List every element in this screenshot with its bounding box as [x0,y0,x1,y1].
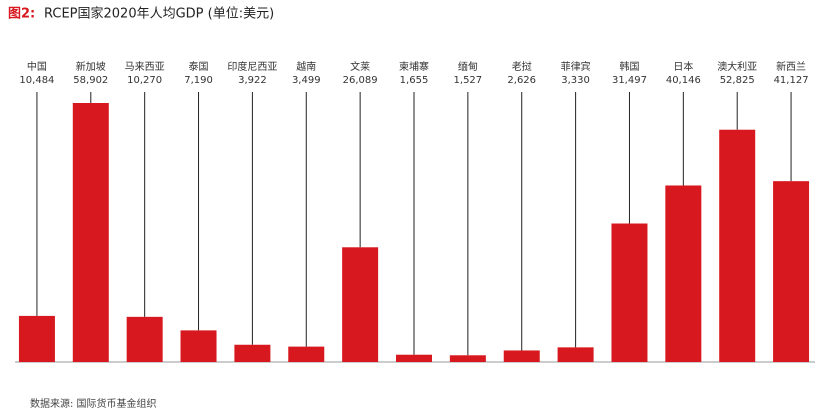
bar [611,223,648,362]
value-label: 31,497 [612,75,647,86]
bar [396,354,432,362]
value-label: 3,922 [238,75,267,86]
bar [665,185,702,362]
bar [719,129,756,362]
category-label: 新西兰 [776,60,806,73]
chart-title: RCEP国家2020年人均GDP (单位:美元) [44,6,274,22]
value-label: 2,626 [507,75,536,86]
category-label: 新加坡 [76,60,106,73]
category-label: 印度尼西亚 [227,60,277,73]
category-label: 老挝 [512,60,532,73]
category-label: 日本 [673,60,693,73]
category-label: 越南 [296,60,316,73]
bar [342,247,379,362]
category-label: 澳大利亚 [717,60,757,73]
category-label: 文莱 [350,60,370,73]
bar [18,315,55,362]
value-label: 52,825 [720,75,755,86]
bar [126,316,163,362]
value-label: 1,527 [454,75,483,86]
value-label: 58,902 [73,75,108,86]
value-label: 41,127 [774,75,809,86]
bar [234,344,271,362]
category-label: 韩国 [619,60,639,73]
value-label: 1,655 [400,75,429,86]
bar [180,330,217,362]
bar [773,181,810,362]
bar [503,350,540,362]
category-label: 缅甸 [458,60,478,73]
value-label: 7,190 [184,75,213,86]
bar [72,103,109,362]
value-label: 3,499 [292,75,321,86]
value-label: 10,270 [127,75,162,86]
category-label: 马来西亚 [125,61,165,73]
category-label: 菲律宾 [561,60,591,73]
figure-label: 图2: [8,7,35,22]
value-label: 40,146 [666,75,701,86]
bar [449,355,486,362]
source-note: 数据来源: 国际货币基金组织 [30,397,157,410]
bar [288,346,325,362]
bar [557,347,594,362]
category-label: 泰国 [189,60,209,73]
value-label: 10,484 [19,75,54,86]
category-label: 中国 [27,60,47,73]
value-label: 26,089 [343,75,378,86]
value-label: 3,330 [561,75,590,86]
category-label: 柬埔寨 [399,60,429,73]
